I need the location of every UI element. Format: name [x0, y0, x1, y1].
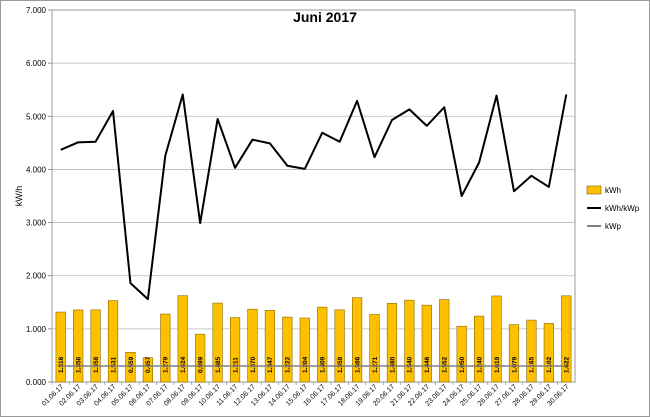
- bar-series: [55, 295, 572, 383]
- bar-kwh: [229, 317, 241, 383]
- bar-data-label: 1.222: [285, 356, 292, 373]
- y-tick-label: 7.000: [26, 6, 47, 15]
- bar-data-label: 1.619: [494, 356, 501, 373]
- bar-data-label: 1.446: [424, 356, 431, 373]
- bar-kwh: [299, 317, 310, 383]
- bar-kwh: [508, 324, 520, 383]
- y-tick-label: 2.000: [26, 272, 47, 281]
- bar-data-label: 1.480: [389, 356, 396, 373]
- y-tick-label: 3.000: [26, 219, 47, 228]
- line-series: [60, 93, 568, 367]
- bar-kwh: [386, 303, 398, 383]
- bar-kwh: [195, 333, 206, 383]
- bar-data-label: 1.279: [163, 356, 170, 373]
- bar-data-label: 1.358: [93, 356, 100, 373]
- bar-kwh: [543, 323, 554, 383]
- bar-data-label: 1.165: [529, 356, 536, 373]
- bar-data-label: 1.347: [267, 356, 274, 373]
- bar-data-label: 1.540: [407, 356, 414, 373]
- bar-kwh: [177, 295, 188, 383]
- bar-kwh: [351, 297, 363, 383]
- bar-kwh: [369, 314, 380, 383]
- bar-kwh: [561, 295, 572, 383]
- bar-data-label: 1.485: [215, 356, 222, 373]
- y-tick-label: 6.000: [26, 59, 47, 68]
- x-axis-ticks: 01.06.1702.06.1703.06.1704.06.1705.06.17…: [41, 382, 571, 408]
- bar-data-label: 1.079: [511, 356, 518, 373]
- bar-data-label: 1.211: [232, 357, 239, 373]
- bar-data-label: 1.531: [110, 356, 117, 373]
- legend-label-kwp: kWp: [605, 222, 622, 231]
- bar-data-label: 0.899: [197, 356, 204, 373]
- bar-kwh: [491, 295, 502, 383]
- line-kwh-kwp: [60, 93, 568, 301]
- grid-lines: [52, 62, 575, 330]
- bar-data-label: 1.622: [564, 356, 571, 373]
- bar-data-label: 1.552: [442, 356, 449, 373]
- bar-kwh: [264, 310, 276, 383]
- bar-data-label: 1.624: [180, 356, 187, 373]
- bar-data-label: 0.559: [128, 356, 135, 373]
- plot-area: [51, 9, 576, 383]
- legend-label-kwh-kwp: kWh/kWp: [605, 204, 640, 213]
- bar-kwh: [160, 313, 171, 383]
- bar-kwh: [107, 300, 119, 383]
- bar-data-label: 1.358: [337, 356, 344, 373]
- bar-kwh: [90, 309, 101, 383]
- y-tick-label: 4.000: [26, 165, 47, 174]
- bar-data-label: 1.271: [372, 356, 379, 373]
- y-tick-label: 0.000: [26, 378, 47, 387]
- bar-kwh: [526, 319, 537, 383]
- chart-title: Juni 2017: [293, 9, 357, 25]
- bar-kwh: [125, 351, 136, 383]
- bar-data-label: 0.457: [145, 356, 152, 373]
- bar-kwh: [421, 304, 432, 383]
- y-axis-ticks: 0.000 1.000 2.000 3.000 4.000 5.000 6.000 7.000: [26, 6, 52, 387]
- bar-kwh: [404, 299, 415, 383]
- bar-kwh: [142, 357, 153, 383]
- bar-data-label: 1.370: [250, 356, 257, 373]
- legend: kWh kWh/kWp kWp: [586, 185, 640, 231]
- bar-data-label: 1.409: [320, 356, 327, 373]
- bar-data-label: 1.316: [58, 356, 65, 373]
- bar-kwh: [55, 311, 66, 383]
- bar-kwh: [439, 299, 450, 383]
- bar-kwh: [317, 306, 328, 383]
- bar-kwh: [212, 302, 223, 383]
- bar-kwh: [334, 309, 345, 383]
- y-tick-label: 1.000: [26, 325, 47, 334]
- bar-kwh: [73, 309, 84, 383]
- bar-data-label: 1.204: [302, 356, 309, 373]
- bar-kwh: [474, 315, 485, 383]
- bar-kwh: [247, 308, 258, 383]
- bar-data-label: 1.102: [546, 356, 553, 373]
- bar-data-label: 1.050: [459, 356, 466, 373]
- bar-kwh: [282, 316, 293, 383]
- legend-swatch-kwh: [586, 185, 602, 195]
- bar-data-label: 1.356: [75, 356, 82, 373]
- y-tick-label: 5.000: [26, 112, 47, 121]
- bar-kwh: [456, 325, 467, 383]
- bar-data-label: 1.240: [476, 356, 483, 373]
- legend-label-kwh: kWh: [605, 186, 621, 195]
- bar-data-label: 1.586: [354, 356, 361, 373]
- y-axis-title: kW/h: [14, 186, 24, 207]
- bar-data-labels: 1.316 1.356 1.358 1.531 0.559 0.457 1.279 1.624…: [58, 356, 571, 373]
